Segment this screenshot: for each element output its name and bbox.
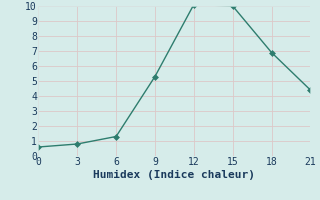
X-axis label: Humidex (Indice chaleur): Humidex (Indice chaleur) [93,170,255,180]
